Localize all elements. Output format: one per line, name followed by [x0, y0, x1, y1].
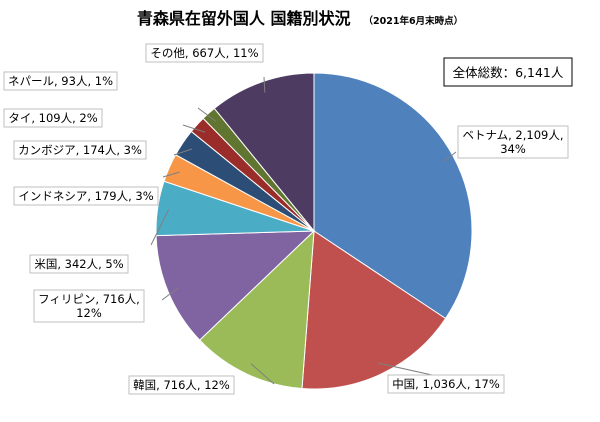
slice-labels: ベトナム, 2,109人,34% 中国, 1,036人, 17% 韓国, 716人,…	[3, 43, 569, 395]
slice-label: インドネシア, 179人, 3%	[13, 186, 159, 206]
chart-subtitle: （2021年6月末時点）	[364, 15, 464, 27]
leader-line	[443, 151, 457, 162]
slice-label-box	[3, 71, 118, 91]
pie-slice	[198, 229, 315, 390]
chart-title-main: 青森県在留外国人 国籍別状況	[137, 9, 351, 28]
slice-label-box	[3, 108, 103, 128]
total-box: 全体総数：6,141人	[443, 57, 573, 87]
pie-slice	[301, 230, 447, 390]
pie-slices	[155, 72, 473, 390]
slice-label-text: タイ, 109人, 2%	[8, 111, 97, 125]
slice-label-box	[387, 374, 505, 394]
slice-label-text: ネパール, 93人, 1%	[8, 74, 113, 88]
slice-label-box	[33, 289, 145, 323]
leader-line	[161, 287, 179, 301]
slice-label: カンボジア, 174人, 3%	[13, 140, 147, 160]
leader-line	[162, 171, 180, 178]
slice-label-text: フィリピン, 716人,	[38, 292, 140, 306]
slice-label-box	[13, 140, 147, 160]
slice-label-text: ベトナム, 2,109人,	[462, 128, 563, 142]
leader-line	[182, 124, 206, 133]
slice-label: フィリピン, 716人,12%	[33, 289, 145, 323]
slice-label-text: 34%	[500, 142, 526, 156]
slice-label-text: 12%	[76, 306, 102, 320]
slice-label-text: 中国, 1,036人, 17%	[392, 377, 500, 391]
slice-label-box	[29, 254, 129, 274]
slice-label-text: インドネシア, 179人, 3%	[18, 189, 153, 203]
leader-line	[378, 362, 433, 376]
leader-line	[197, 107, 217, 122]
slice-label: ネパール, 93人, 1%	[3, 71, 118, 91]
slice-label-box	[457, 125, 569, 159]
leader-line	[173, 148, 193, 156]
leader-line	[150, 209, 170, 246]
slice-label: タイ, 109人, 2%	[3, 108, 103, 128]
slice-label-box	[128, 375, 235, 395]
total-box-border	[443, 57, 573, 87]
slice-label-text: その他, 667人, 11%	[150, 46, 258, 60]
slice-label: ベトナム, 2,109人,34%	[457, 125, 569, 159]
slice-label: その他, 667人, 11%	[145, 43, 264, 63]
leader-lines	[150, 76, 457, 385]
chart-title: 青森県在留外国人 国籍別状況 （2021年6月末時点）	[137, 9, 463, 28]
slice-label: 中国, 1,036人, 17%	[387, 374, 505, 394]
leader-line	[263, 76, 266, 93]
pie-slice	[155, 230, 316, 341]
slice-label: 韓国, 716人, 12%	[128, 375, 235, 395]
total-label: 全体総数：6,141人	[453, 65, 564, 80]
slice-label: 米国, 342人, 5%	[29, 254, 129, 274]
pie-slice	[213, 72, 315, 233]
slice-label-box	[145, 43, 264, 63]
slice-label-text: 韓国, 716人, 12%	[133, 378, 230, 392]
slice-label-text: カンボジア, 174人, 3%	[18, 143, 142, 157]
slice-label-box	[13, 186, 159, 206]
slice-label-text: 米国, 342人, 5%	[34, 257, 123, 271]
leader-line	[250, 363, 275, 385]
